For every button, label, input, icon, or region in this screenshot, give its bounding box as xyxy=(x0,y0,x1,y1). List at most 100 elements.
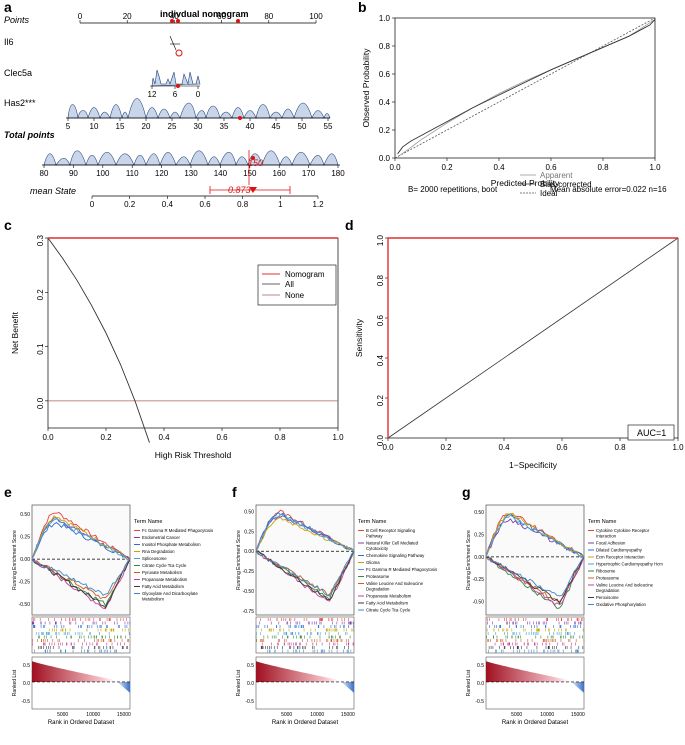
row-label-clec5a: Clec5a xyxy=(4,68,32,78)
es-y-tick-label: -0.50 xyxy=(19,602,31,608)
y-tick-label: 0.4 xyxy=(376,354,385,366)
total-points-tick-label: 150 xyxy=(243,169,257,178)
legend-term: Valine Leucine And Isoleucine xyxy=(366,581,424,586)
legend-term: Interaction xyxy=(596,534,617,539)
ranked-area xyxy=(32,661,130,693)
prediction-marker xyxy=(249,187,257,193)
legend-apparent: Apparent xyxy=(540,171,573,180)
y-tick-label: 0.6 xyxy=(379,70,391,79)
es-curve xyxy=(31,518,131,561)
es-y-label: Running Enrichment Score xyxy=(12,530,18,590)
auc-label: AUC=1 xyxy=(637,428,666,438)
panel-g: g 0.50 0.25 0.00 -0.25 -0.50 Running Enrichme… xyxy=(462,484,663,726)
panel-a-letter: a xyxy=(4,0,12,15)
mean-state-tick-label: 0.4 xyxy=(162,200,174,209)
x-axis-label: 1−Specificity xyxy=(509,460,558,470)
x-axis-label: Rank in Ordered Dataset xyxy=(502,720,569,726)
es-y-tick-label: 0.25 xyxy=(20,535,30,541)
has2-tick-label: 10 xyxy=(90,122,99,131)
legend-term: Natural Killer Cell Mediated xyxy=(366,541,419,546)
legend-none: None xyxy=(285,291,305,300)
legend-term: Endometrial Cancer xyxy=(142,535,181,540)
ranked-frame xyxy=(255,656,355,710)
mean-state-tick-label: 0.2 xyxy=(124,200,136,209)
y-tick-label: 0.8 xyxy=(379,42,391,51)
y-tick-label: 0.2 xyxy=(376,394,385,406)
total-points-marker xyxy=(251,156,255,160)
x-tick-label: 0.2 xyxy=(100,433,112,442)
legend-term: Degradation xyxy=(596,588,620,593)
mean-state-tick-label: 1 xyxy=(278,200,283,209)
es-curve xyxy=(255,550,355,597)
es-frame xyxy=(31,504,131,616)
panel-d: d 0.0 0.2 0.4 0.6 0.8 1.0 0.0 0.2 0.4 0.6 0.8 1.0 1−… xyxy=(345,217,684,470)
legend-term: Propanoate Metabolism xyxy=(142,577,188,582)
y-axis-label: Net Benefit xyxy=(10,311,20,354)
es-y-label: Running Enrichment Score xyxy=(236,530,242,590)
es-y-tick-label: -0.25 xyxy=(19,580,31,586)
has2-tick-label: 40 xyxy=(246,122,255,131)
es-curve xyxy=(485,555,585,597)
es-curve xyxy=(485,556,585,606)
x-axis-label: Rank in Ordered Dataset xyxy=(48,720,115,726)
x-tick-label: 1.0 xyxy=(672,443,684,452)
has2-tick-label: 45 xyxy=(272,122,281,131)
ranked-y-tick-label: 0.0 xyxy=(23,681,30,687)
legend-term: Fatty Acid Metabolism xyxy=(142,584,184,589)
legend-term: Fatty Acid Metabolism xyxy=(366,601,408,606)
y-tick-label: 0.2 xyxy=(36,289,45,301)
calibration-footer-right: Mean absolute error=0.022 n=16 xyxy=(550,185,667,194)
has2-tick-label: 5 xyxy=(66,122,71,131)
ranked-y-label: Ranked List xyxy=(466,669,472,696)
clec5a-tick-label: 0 xyxy=(196,90,201,99)
x-tick-label: 10000 xyxy=(310,712,324,718)
panel-g-letter: g xyxy=(462,484,471,500)
es-curve xyxy=(31,512,131,560)
es-curve xyxy=(31,522,131,561)
roc-curve xyxy=(387,237,678,438)
y-tick-label: 0.0 xyxy=(36,397,45,409)
panel-f: f 0.50 0.25 0.00 -0.25 -0.50 -0.75 Running Enr… xyxy=(232,484,437,726)
es-curve xyxy=(485,556,585,609)
x-tick-label: 10000 xyxy=(540,712,554,718)
panel-e: e 0.50 0.25 0.00 -0.25 -0.50 Running Enrichme… xyxy=(4,484,213,726)
has2-marker xyxy=(238,116,242,120)
total-points-tick-label: 80 xyxy=(40,169,49,178)
points-tick-label: 80 xyxy=(264,12,273,21)
bias-corrected-line xyxy=(397,19,656,155)
y-tick-label: 1.0 xyxy=(376,234,385,246)
dca-plot: 0.0 0.2 0.4 0.6 0.8 1.0 0.0 0.1 0.2 0.3 High Risk … xyxy=(10,234,344,460)
ranked-y-tick-label: 0.0 xyxy=(247,681,254,687)
row-label-il6: Il6 xyxy=(4,37,14,47)
y-axis-label: Sensitivity xyxy=(354,318,364,357)
legend-term: Valine Leucine And Isoleucine xyxy=(596,583,654,588)
es-curve xyxy=(255,511,355,552)
legend-term: Ecm Receptor Interaction xyxy=(596,555,645,560)
has2-density xyxy=(67,98,331,120)
has2-tick-label: 50 xyxy=(298,122,307,131)
total-points-tick-label: 140 xyxy=(214,169,228,178)
il6-axis xyxy=(169,35,177,51)
legend-term: Citrate Cycle Tca Cycle xyxy=(366,608,411,613)
gsea-plot-f: 0.50 0.25 0.00 -0.25 -0.50 -0.75 Running Enric… xyxy=(236,504,437,726)
x-tick-label: 0.4 xyxy=(498,443,510,452)
legend-term: Cytokine Cytokine Receptor xyxy=(596,528,650,533)
calibration-plot: 0.0 0.2 0.4 0.6 0.8 1.0 0.0 0.2 0.4 0.6 0.8 1.0 Pred… xyxy=(361,14,661,188)
total-points-tick-label: 110 xyxy=(126,169,139,178)
all-line xyxy=(47,237,150,443)
legend-term: Inositol Phosphate Metabolism xyxy=(142,542,201,547)
panel-d-letter: d xyxy=(345,217,354,233)
ranked-area xyxy=(486,661,584,693)
es-y-label: Running Enrichment Score xyxy=(466,530,472,590)
x-axis-label: Rank in Ordered Dataset xyxy=(272,720,339,726)
panel-f-letter: f xyxy=(232,484,237,500)
mean-state-tick-label: 0.6 xyxy=(199,200,211,209)
x-tick-label: 0.8 xyxy=(614,443,626,452)
es-y-tick-label: 0.00 xyxy=(244,549,254,555)
legend-term: Ribosome xyxy=(596,569,616,574)
ranked-frame xyxy=(485,656,585,710)
legend-term: Chemokine Signaling Pathway xyxy=(366,553,425,558)
points-marker xyxy=(236,19,240,23)
clec5a-tick-label: 6 xyxy=(173,90,178,99)
legend-title: Term Name xyxy=(134,519,162,525)
